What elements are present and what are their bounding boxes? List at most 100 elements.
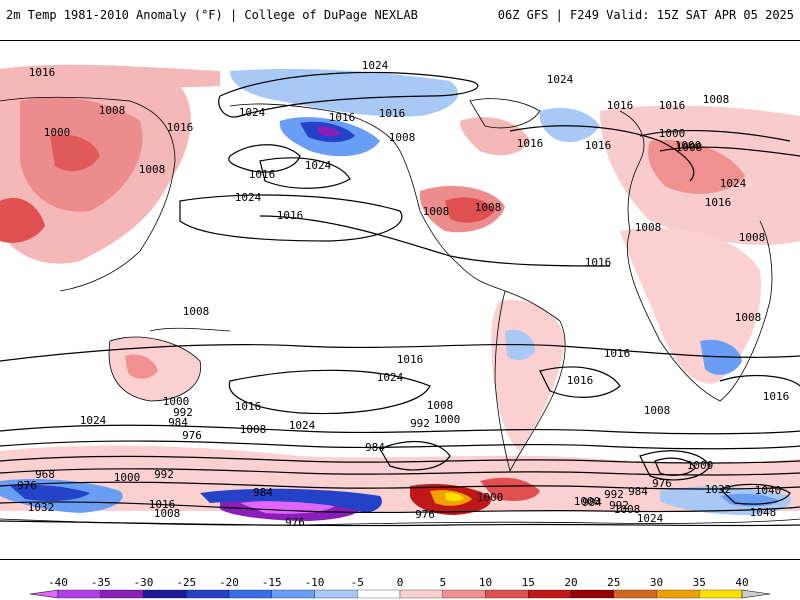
isobar-label: 1024 <box>720 177 747 190</box>
antarctic-warm-band <box>480 477 540 501</box>
isobar-label: 1008 <box>183 305 210 318</box>
colorbar-swatch <box>442 589 486 599</box>
colorbar-swatch <box>357 589 401 599</box>
antarctic-cold-blue-ring <box>200 488 382 513</box>
colorbar-tick-label: 5 <box>439 576 446 589</box>
antarctica-coast <box>0 518 800 526</box>
isobar-label: 1024 <box>547 73 574 86</box>
australia-hot <box>125 354 158 379</box>
isobar-label: 992 <box>410 417 430 430</box>
arctic-cold-band <box>230 69 459 117</box>
antarctic-cold-magenta <box>240 500 335 514</box>
anomaly-shading <box>0 64 800 521</box>
isobar-1008-southern <box>0 424 800 435</box>
colorbar-swatch <box>228 589 272 599</box>
colorbar-tick-label: -20 <box>219 576 239 589</box>
isobar-label: 1040 <box>755 484 782 497</box>
isobar-label: 1008 <box>154 507 181 520</box>
isobar-label: 1016 <box>517 137 544 150</box>
colorbar-tick-label: 30 <box>650 576 663 589</box>
isobar-1000-southern <box>0 440 800 450</box>
isobar-pacific-high-inner <box>259 157 351 189</box>
colorbar-tick-label: -5 <box>351 576 364 589</box>
isobar-1000-europe <box>659 146 800 157</box>
isobar-pacific-high <box>179 194 403 242</box>
isobar-1008-europe <box>639 129 791 142</box>
isobar-label: 1016 <box>659 99 686 112</box>
isobar-label: 976 <box>17 479 37 492</box>
colorbar-swatch <box>314 589 358 599</box>
isobar-label: 1032 <box>705 483 732 496</box>
asia-hot-spot <box>50 134 100 172</box>
isobar-label: 1024 <box>239 106 266 119</box>
colorbar-swatch <box>485 589 529 599</box>
isobar-label: 1008 <box>614 503 641 516</box>
isobar-label: 1016 <box>277 209 304 222</box>
isobar-1024-indian <box>719 374 800 387</box>
isobar-label: 1000 <box>687 459 714 472</box>
colorbar-tick-label: -40 <box>48 576 68 589</box>
isobar-label: 1024 <box>235 191 262 204</box>
isobar-label: 1016 <box>167 121 194 134</box>
isobar-label: 1000 <box>477 491 504 504</box>
south-america-west-coast <box>494 290 511 472</box>
colorbar-tick-label: 15 <box>522 576 535 589</box>
isobar-label: 992 <box>154 468 174 481</box>
colorbar-swatch <box>143 589 187 599</box>
isobar-label: 1016 <box>149 498 176 511</box>
map-title: 2m Temp 1981-2010 Anomaly (°F) | College… <box>6 8 418 22</box>
model-valid-time: 06Z GFS | F249 Valid: 15Z SAT APR 05 202… <box>497 8 794 22</box>
isobar-label: 1016 <box>585 139 612 152</box>
isobar-label: 1016 <box>567 374 594 387</box>
isobar-label: 1016 <box>235 400 262 413</box>
isobar-label: 1016 <box>29 66 56 79</box>
isobar-label: 984 <box>365 441 385 454</box>
isobar-high-east-antarctica <box>718 483 791 505</box>
header: 2m Temp 1981-2010 Anomaly (°F) | College… <box>0 0 800 40</box>
canada-cold-center <box>318 126 340 137</box>
isobar-label: 1000 <box>659 127 686 140</box>
colorbar-tick-label: -10 <box>305 576 325 589</box>
isobar-label: 984 <box>168 416 188 429</box>
colorbar-swatch <box>100 589 144 599</box>
isobar-label: 1024 <box>289 419 316 432</box>
colorbar-swatch <box>656 589 700 599</box>
asia-coast <box>0 96 176 292</box>
australia-coast <box>108 336 202 402</box>
isobar-label: 1024 <box>637 512 664 525</box>
isobar-label: 992 <box>609 499 629 512</box>
isobar-label: 1024 <box>377 371 404 384</box>
isobar-label: 1008 <box>739 231 766 244</box>
isobar-label: 976 <box>285 516 305 529</box>
isobar-label: 1016 <box>397 353 424 366</box>
isobar-label: 984 <box>628 485 648 498</box>
colorbar-tick-label: 35 <box>693 576 706 589</box>
southern-ocean-warm-band <box>0 445 800 511</box>
colorbar-swatch <box>613 589 657 599</box>
isobar-label: 1016 <box>705 196 732 209</box>
south-america-mixed <box>491 300 565 451</box>
south-america-coast <box>504 290 566 472</box>
colorbar-swatch <box>570 589 614 599</box>
isobar-1000-antarctic <box>0 520 800 527</box>
isobar-label: 1016 <box>607 99 634 112</box>
isobar-label: 1032 <box>28 501 55 514</box>
colorbar-tick-label: 10 <box>479 576 492 589</box>
isobar-label: 1016 <box>329 111 356 124</box>
europe-africa-coast <box>619 110 773 402</box>
isobar-label: 1024 <box>305 159 332 172</box>
isobar-label: 976 <box>182 429 202 442</box>
china-warm <box>0 197 45 243</box>
isobar-label: 1048 <box>750 506 777 519</box>
isobar-label: 1008 <box>676 141 703 154</box>
north-america-coast <box>229 103 506 292</box>
isobar-1016-subtropical <box>0 343 800 362</box>
isobar-1016-atlantic <box>509 125 695 182</box>
colorbar-tick-labels: -40 -35 -30 -25 -20 -15 -10 -5 0 5 10 15 20 25 30 35 40 <box>48 576 749 589</box>
isobar-1024-south-pacific <box>228 369 431 415</box>
isobar-label: 1008 <box>475 201 502 214</box>
isobar-label: 1000 <box>675 139 702 152</box>
colorbar-swatches <box>29 589 771 599</box>
isobar-label: 1008 <box>139 163 166 176</box>
